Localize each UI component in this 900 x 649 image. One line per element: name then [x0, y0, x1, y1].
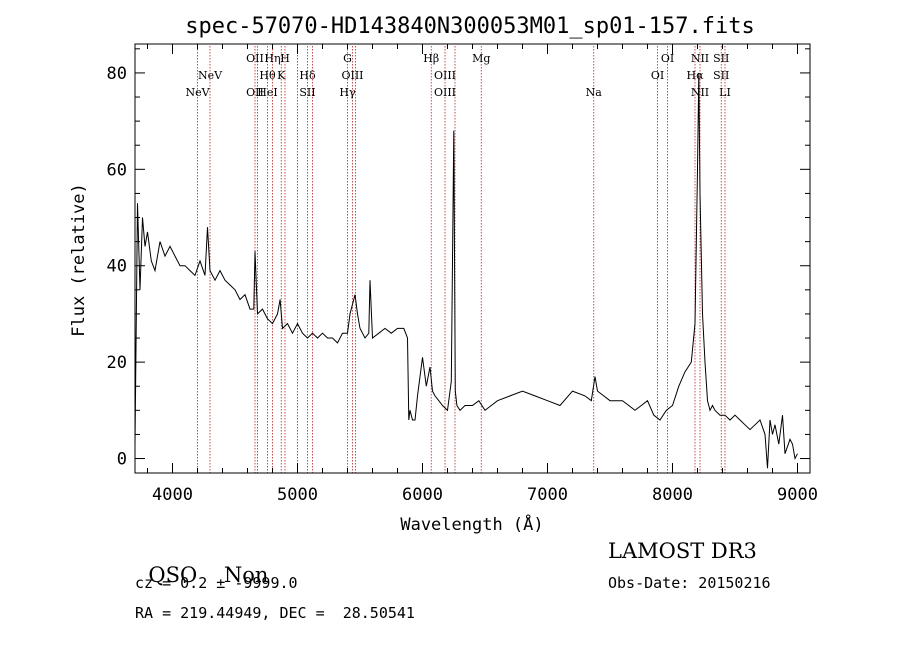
- emission-line-label: OI: [661, 52, 674, 65]
- emission-line-label: NeV: [185, 86, 210, 99]
- emission-line-label: OII: [246, 52, 264, 65]
- coordinates-text: RA = 219.44949, DEC = 28.50541: [135, 604, 415, 622]
- y-axis-label: Flux (relative): [69, 183, 89, 337]
- emission-line-labels: NeV NeV OII OII Hθ HeI Hη KH Hδ SII G Hγ OIII Hβ OIII O…: [185, 52, 730, 99]
- emission-line-label: H: [280, 52, 290, 65]
- y-axis-ticks: 0 20 40 60 80: [107, 48, 810, 470]
- y-tick-label: 60: [107, 160, 127, 180]
- redshift-text: cz = 0.2 ± -9999.0: [135, 574, 298, 592]
- emission-line-label: Hθ: [259, 69, 276, 82]
- emission-line-label: OI: [651, 69, 664, 82]
- emission-line-label: SII: [713, 52, 729, 65]
- chart-title: spec-57070-HD143840N300053M01_sp01-157.f…: [185, 14, 755, 39]
- plot-frame: [134, 43, 811, 474]
- class-label: QSO: [148, 563, 198, 587]
- emission-line-label: Hα: [686, 69, 704, 82]
- emission-line-label: G: [343, 52, 352, 65]
- emission-line-label: LI: [719, 86, 731, 99]
- emission-line-label: OII: [246, 86, 264, 99]
- emission-line-label: Hβ: [423, 52, 439, 65]
- emission-line-label: Hδ: [299, 69, 316, 82]
- emission-line-label: NII: [691, 52, 709, 65]
- x-axis-ticks: 4000 5000 6000 7000 8000 9000: [147, 44, 818, 505]
- emission-line-label: OIII: [341, 69, 363, 82]
- emission-line-label: Na: [586, 86, 603, 99]
- y-tick-label: 0: [117, 450, 127, 470]
- emission-line-label: Hγ: [339, 86, 356, 99]
- emission-line-label: NeV: [198, 69, 223, 82]
- x-tick-label: 8000: [652, 485, 693, 505]
- emission-line-label: NII: [691, 86, 709, 99]
- emission-line-label: Hη: [264, 52, 280, 65]
- emission-line-label: SII: [713, 69, 729, 82]
- emission-line-label: HeI: [257, 86, 277, 99]
- obs-date-text: Obs-Date: 20150216: [608, 574, 771, 592]
- emission-line-label: SII: [299, 86, 315, 99]
- x-axis-label: Wavelength (Å): [400, 513, 543, 535]
- y-tick-label: 40: [107, 257, 127, 277]
- emission-line-label: OIII: [434, 86, 456, 99]
- emission-line-label: Mg: [472, 52, 490, 65]
- y-tick-label: 20: [107, 353, 127, 373]
- x-tick-label: 9000: [777, 485, 818, 505]
- emission-line-label: K: [277, 69, 286, 82]
- x-tick-label: 5000: [277, 485, 318, 505]
- subclass-label: Non: [223, 563, 269, 587]
- x-tick-label: 4000: [152, 485, 193, 505]
- spectrum-line: [134, 72, 798, 469]
- object-class: QSO Non: [135, 539, 268, 587]
- y-tick-label: 80: [107, 64, 127, 84]
- emission-line-label: OIII: [434, 69, 456, 82]
- x-tick-label: 6000: [402, 485, 443, 505]
- x-tick-label: 7000: [527, 485, 568, 505]
- survey-label: LAMOST DR3: [608, 539, 757, 563]
